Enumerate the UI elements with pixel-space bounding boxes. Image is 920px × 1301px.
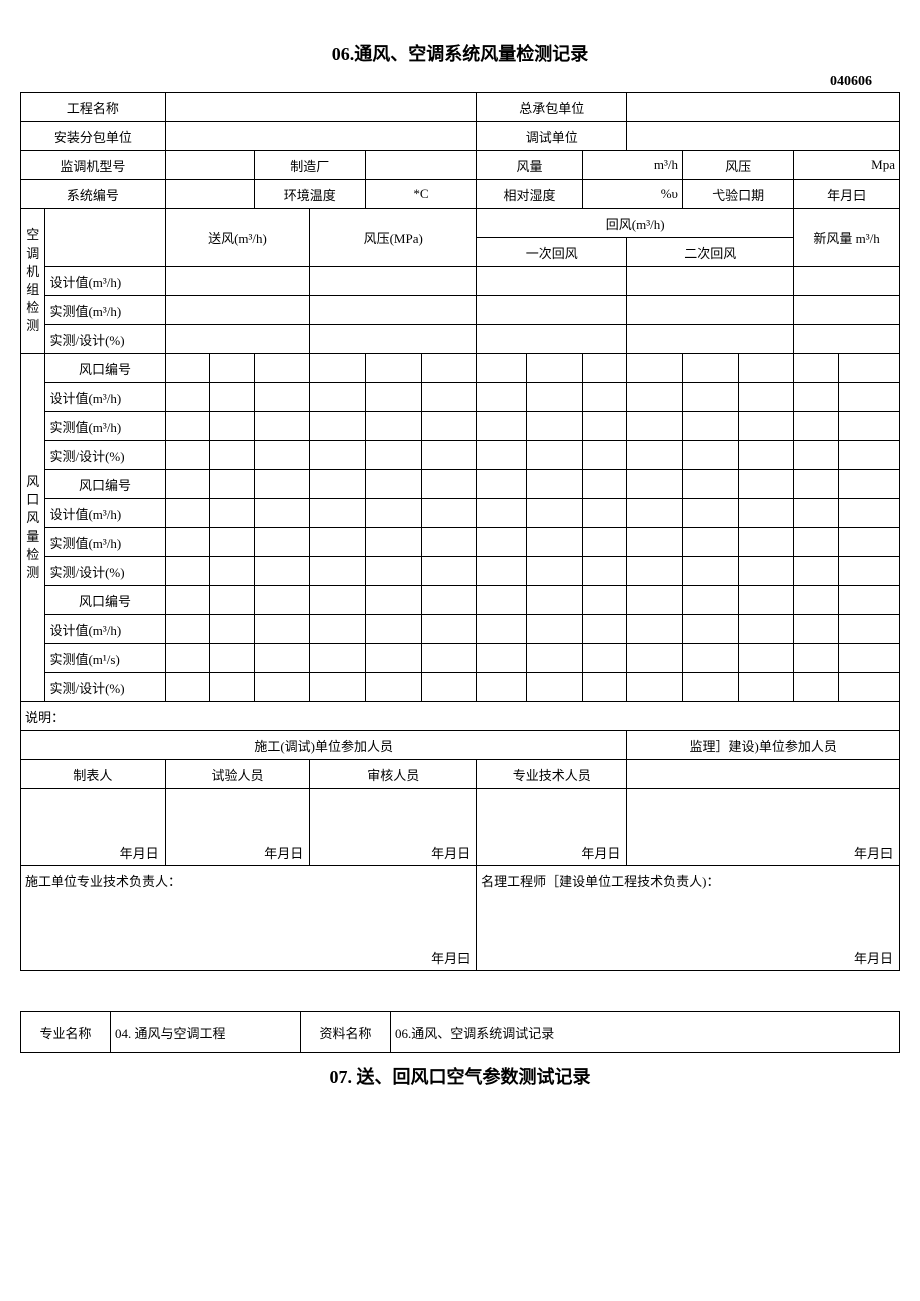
outlet-no-label-2: 风口编号 (45, 470, 165, 499)
model-no-label: 监调机型号 (21, 151, 166, 180)
row-model: 监调机型号 制造厂 风量 m³/h 风压 Mpa (21, 151, 900, 180)
contractor-value (627, 93, 900, 122)
row-outlet-g1-no: 风口风量检测 风口编号 (21, 354, 900, 383)
page-title-1: 06.通风、空调系统风量检测记录 (20, 40, 900, 66)
tester-label: 试验人员 (165, 760, 310, 789)
contractor-label: 总承包单位 (477, 93, 627, 122)
second-return-label: 二次回风 (627, 238, 794, 267)
design-val-label-g3: 设计值(m³/h) (45, 615, 165, 644)
model-no-value (165, 151, 254, 180)
row-personnel-roles: 制表人 试验人员 审核人员 专业技术人员 (21, 760, 900, 789)
row-ac-measured: 实测值(m³/h) (21, 296, 900, 325)
rel-humidity-label: 相对湿度 (477, 180, 583, 209)
row-ac-design: 设计值(m³/h) (21, 267, 900, 296)
system-no-value (165, 180, 254, 209)
air-vol-unit: m³/h (582, 151, 682, 180)
row-personnel-header: 施工(调试)单位参加人员 监理］建设)单位参加人员 (21, 731, 900, 760)
ratio-label-g1: 实测/设计(%) (45, 441, 165, 470)
outlet-no-label-1: 风口编号 (45, 354, 165, 383)
row-ac-ratio: 实测/设计(%) (21, 325, 900, 354)
row-tech-lead-space (21, 894, 900, 944)
date-7: 年月日 (477, 944, 900, 971)
date-5: 年月曰 (627, 839, 900, 866)
desc-label: 说明： (21, 702, 900, 731)
measured-val-label: 实测值(m³/h) (45, 296, 165, 325)
section-ac-test: 空调机组检测 (21, 209, 45, 354)
row-tech-lead-dates: 年月曰 年月日 (21, 944, 900, 971)
supervise-eng-label: 名理工程师［建设单位工程技术负责人)： (477, 866, 900, 895)
manufacturer-value (365, 151, 476, 180)
section-outlet-test: 风口风量检测 (21, 354, 45, 702)
preparer-label: 制表人 (21, 760, 166, 789)
env-temp-unit: *C (365, 180, 476, 209)
ratio-label-g2: 实测/设计(%) (45, 557, 165, 586)
wind-press-label: 风压(MPa) (310, 209, 477, 267)
row-ac-header1: 空调机组检测 送风(m³/h) 风压(MPa) 回风(m³/h) 新风量 m³/… (21, 209, 900, 238)
design-val-label-g2: 设计值(m³/h) (45, 499, 165, 528)
constr-personnel-label: 施工(调试)单位参加人员 (21, 731, 627, 760)
test-unit-label: 调试单位 (477, 122, 627, 151)
ratio-label: 实测/设计(%) (45, 325, 165, 354)
return-air-label: 回风(m³/h) (477, 209, 794, 238)
fresh-air-label: 新风量 m³/h (794, 209, 900, 267)
test-unit-value (627, 122, 900, 151)
row-project: 工程名称 总承包单位 (21, 93, 900, 122)
outlet-no-label-3: 风口编号 (45, 586, 165, 615)
page-title-2: 07. 送、回风口空气参数测试记录 (20, 1063, 900, 1089)
design-val-label: 设计值(m³/h) (45, 267, 165, 296)
spec-name-label: 专业名称 (21, 1012, 111, 1053)
spec-name-value: 04. 通风与空调工程 (111, 1012, 301, 1053)
main-form-table: 工程名称 总承包单位 安装分包单位 调试单位 监调机型号 制造厂 风量 m³/h… (20, 92, 900, 971)
measured-val-label-g3: 实测值(m¹/s) (45, 644, 165, 673)
rel-humidity-unit: %υ (582, 180, 682, 209)
ratio-label-g3: 实测/设计(%) (45, 673, 165, 702)
test-date-value: 年月曰 (794, 180, 900, 209)
project-name-label: 工程名称 (21, 93, 166, 122)
install-sub-value (165, 122, 477, 151)
install-sub-label: 安装分包单位 (21, 122, 166, 151)
date-3: 年月日 (310, 839, 477, 866)
date-6: 年月曰 (21, 944, 477, 971)
doc-name-label: 资料名称 (301, 1012, 391, 1053)
row-sign-dates: 年月日 年月日 年月日 年月日 年月曰 (21, 839, 900, 866)
project-name-value (165, 93, 477, 122)
row-sign-space (21, 789, 900, 840)
first-return-label: 一次回风 (477, 238, 627, 267)
design-val-label-g1: 设计值(m³/h) (45, 383, 165, 412)
row-tech-lead: 施工单位专业技术负责人： 名理工程师［建设单位工程技术负责人)： (21, 866, 900, 895)
date-2: 年月日 (165, 839, 310, 866)
form-code: 040606 (20, 74, 900, 90)
date-4: 年月日 (477, 839, 627, 866)
manufacturer-label: 制造厂 (254, 151, 365, 180)
air-vol-label: 风量 (477, 151, 583, 180)
doc-name-value: 06.通风、空调系统调试记录 (391, 1012, 900, 1053)
tech-person-label: 专业技术人员 (477, 760, 627, 789)
test-date-label: 弋验口期 (682, 180, 793, 209)
row-desc: 说明： (21, 702, 900, 731)
row-install: 安装分包单位 调试单位 (21, 122, 900, 151)
row-system: 系统编号 环境温度 *C 相对湿度 %υ 弋验口期 年月曰 (21, 180, 900, 209)
constr-tech-lead-label: 施工单位专业技术负责人： (21, 866, 477, 895)
measured-val-label-g1: 实测值(m³/h) (45, 412, 165, 441)
measured-val-label-g2: 实测值(m³/h) (45, 528, 165, 557)
footer-table: 专业名称 04. 通风与空调工程 资料名称 06.通风、空调系统调试记录 (20, 1011, 900, 1053)
air-press-label: 风压 (682, 151, 793, 180)
air-press-unit: Mpa (794, 151, 900, 180)
supply-air-label: 送风(m³/h) (165, 209, 310, 267)
env-temp-label: 环境温度 (254, 180, 365, 209)
system-no-label: 系统编号 (21, 180, 166, 209)
date-1: 年月日 (21, 839, 166, 866)
reviewer-label: 审核人员 (310, 760, 477, 789)
supervise-personnel-label: 监理］建设)单位参加人员 (627, 731, 900, 760)
